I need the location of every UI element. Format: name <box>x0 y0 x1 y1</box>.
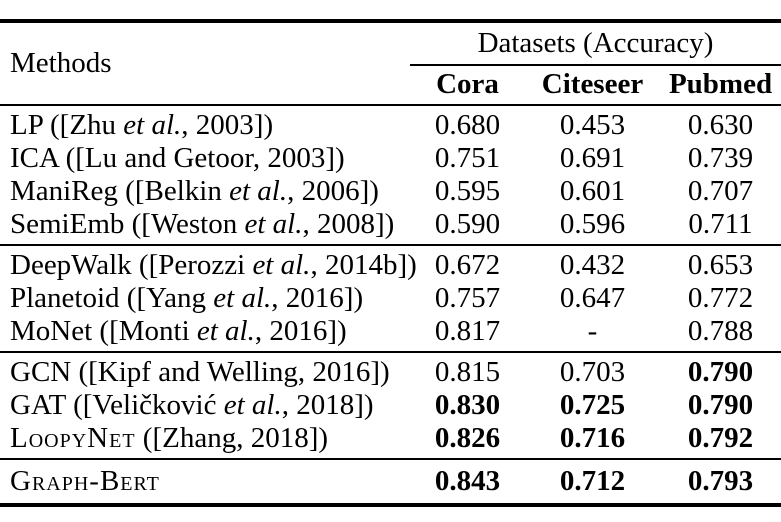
value-cell: - <box>587 315 598 347</box>
method-cell: GAT ([Veličković et al., 2018]) <box>0 389 410 422</box>
value-cell: 0.601 <box>559 175 626 207</box>
value-cell: 0.792 <box>687 422 754 454</box>
method-text: MoNet ([Monti <box>10 315 197 347</box>
value-cell: 0.815 <box>410 351 525 389</box>
column-header-citeseer: Citeseer <box>525 65 660 106</box>
citation-et-al: et al. <box>196 315 255 347</box>
column-header-pubmed: Pubmed <box>660 65 781 106</box>
method-text: DeepWalk ([Perozzi <box>10 249 253 281</box>
value-cell: 0.711 <box>688 208 753 240</box>
table-row: Planetoid ([Yang et al., 2016]) 0.757 0.64… <box>0 282 781 315</box>
method-cell: Graph-Bert <box>0 458 410 505</box>
method-text: , 2003]) <box>181 109 274 141</box>
paper-table-figure: Methods Datasets (Accuracy) Cora Citeseer… <box>0 19 781 507</box>
method-cell: Planetoid ([Yang et al., 2016]) <box>0 282 410 315</box>
value-cell: 0.739 <box>687 142 754 174</box>
table-row: LP ([Zhu et al., 2003]) 0.680 0.453 0.630 <box>0 105 781 142</box>
value-cell: 0.826 <box>434 422 501 454</box>
method-text: SemiEmb ([Weston <box>10 208 245 240</box>
table-row: ICA ([Lu and Getoor, 2003]) 0.751 0.691 0.7… <box>0 142 781 175</box>
method-text: GCN ([Kipf and Welling, 2016]) <box>10 356 390 388</box>
method-text: , 2006]) <box>287 175 379 207</box>
method-text: , 2016]) <box>254 315 347 347</box>
value-cell: 0.630 <box>687 109 754 141</box>
value-cell: 0.716 <box>559 422 626 454</box>
value-cell: 0.793 <box>660 458 781 505</box>
value-cell: 0.453 <box>559 109 626 141</box>
value-cell: 0.647 <box>559 282 626 314</box>
table-body: LP ([Zhu et al., 2003]) 0.680 0.453 0.630 IC… <box>0 105 781 505</box>
value-cell: 0.843 <box>410 458 525 505</box>
citation-et-al: et al. <box>229 175 288 207</box>
method-cell: LoopyNet ([Zhang, 2018]) <box>0 422 410 459</box>
value-cell: 0.712 <box>525 458 660 505</box>
table-row: DeepWalk ([Perozzi et al., 2014b]) 0.672 0… <box>0 244 781 282</box>
value-cell: 0.703 <box>525 351 660 389</box>
value-cell: 0.680 <box>434 109 501 141</box>
method-text: ([Zhang, 2018]) <box>135 422 329 454</box>
results-table: Methods Datasets (Accuracy) Cora Citeseer… <box>0 19 781 507</box>
method-cell: MoNet ([Monti et al., 2016]) <box>0 315 410 352</box>
value-cell: 0.830 <box>434 389 501 421</box>
method-cell: ManiReg ([Belkin et al., 2006]) <box>0 175 410 208</box>
table-row: GAT ([Veličković et al., 2018]) 0.830 0.72… <box>0 389 781 422</box>
value-cell: 0.788 <box>687 315 754 347</box>
value-cell: 0.757 <box>434 282 501 314</box>
table-row: GCN ([Kipf and Welling, 2016]) 0.815 0.703… <box>0 351 781 389</box>
value-cell: 0.596 <box>559 208 626 240</box>
method-cell: ICA ([Lu and Getoor, 2003]) <box>0 142 410 175</box>
table-row: LoopyNet ([Zhang, 2018]) 0.826 0.716 0.792 <box>0 422 781 459</box>
value-cell: 0.653 <box>660 244 781 282</box>
method-text: , 2008]) <box>302 208 395 240</box>
table-header: Methods Datasets (Accuracy) Cora Citeseer… <box>0 21 781 106</box>
citation-et-al: et al. <box>252 249 311 281</box>
value-cell: 0.432 <box>525 244 660 282</box>
column-header-cora: Cora <box>410 65 525 106</box>
method-cell: DeepWalk ([Perozzi et al., 2014b]) <box>0 244 417 282</box>
citation-et-al: et al. <box>223 389 282 421</box>
value-cell: 0.590 <box>434 208 501 240</box>
method-name-smallcaps: LoopyNet <box>10 422 136 454</box>
method-text: ManiReg ([Belkin <box>10 175 230 207</box>
header-row-columns: Cora Citeseer Pubmed <box>0 65 781 106</box>
datasets-accuracy-header: Datasets (Accuracy) <box>410 21 781 66</box>
method-text: Planetoid ([Yang <box>10 282 214 314</box>
table-row: Graph-Bert 0.843 0.712 0.793 <box>0 458 781 505</box>
value-cell: 0.725 <box>559 389 626 421</box>
method-cell: LP ([Zhu et al., 2003]) <box>0 105 410 142</box>
citation-et-al: et al. <box>244 208 303 240</box>
method-cell: GCN ([Kipf and Welling, 2016]) <box>0 351 410 389</box>
value-cell: 0.707 <box>687 175 754 207</box>
citation-et-al: et al. <box>123 109 182 141</box>
table-row: MoNet ([Monti et al., 2016]) 0.817 - 0.788 <box>0 315 781 352</box>
method-text: , 2018]) <box>281 389 374 421</box>
method-text: , 2014b]) <box>310 249 417 281</box>
method-text: LP ([Zhu <box>10 109 124 141</box>
header-row-datasets: Methods Datasets (Accuracy) <box>0 21 781 106</box>
method-cell: SemiEmb ([Weston et al., 2008]) <box>0 208 410 245</box>
value-cell: 0.672 <box>410 244 525 282</box>
method-name-smallcaps: Graph-Bert <box>10 465 160 497</box>
value-cell: 0.595 <box>434 175 501 207</box>
method-text: GAT ([Veličković <box>10 389 224 421</box>
citation-et-al: et al. <box>213 282 272 314</box>
value-cell: 0.691 <box>559 142 626 174</box>
table-row: SemiEmb ([Weston et al., 2008]) 0.590 0.59… <box>0 208 781 245</box>
value-cell: 0.790 <box>687 389 754 421</box>
value-cell: 0.790 <box>660 351 781 389</box>
method-text: , 2016]) <box>271 282 364 314</box>
methods-column-header: Methods <box>0 21 410 106</box>
value-cell: 0.772 <box>687 282 754 314</box>
table-row: ManiReg ([Belkin et al., 2006]) 0.595 0.60… <box>0 175 781 208</box>
value-cell: 0.817 <box>434 315 501 347</box>
value-cell: 0.751 <box>434 142 501 174</box>
method-text: ICA ([Lu and Getoor, 2003]) <box>10 142 345 174</box>
